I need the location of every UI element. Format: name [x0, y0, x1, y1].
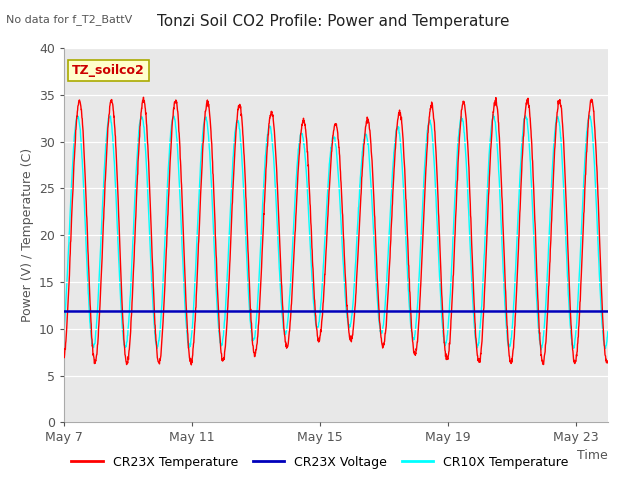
Text: No data for f_T2_BattV: No data for f_T2_BattV: [6, 14, 132, 25]
Text: Time: Time: [577, 449, 608, 462]
Legend: CR23X Temperature, CR23X Voltage, CR10X Temperature: CR23X Temperature, CR23X Voltage, CR10X …: [67, 451, 573, 474]
Text: TZ_soilco2: TZ_soilco2: [72, 64, 145, 77]
Y-axis label: Power (V) / Temperature (C): Power (V) / Temperature (C): [20, 148, 33, 322]
Text: Tonzi Soil CO2 Profile: Power and Temperature: Tonzi Soil CO2 Profile: Power and Temper…: [157, 14, 509, 29]
